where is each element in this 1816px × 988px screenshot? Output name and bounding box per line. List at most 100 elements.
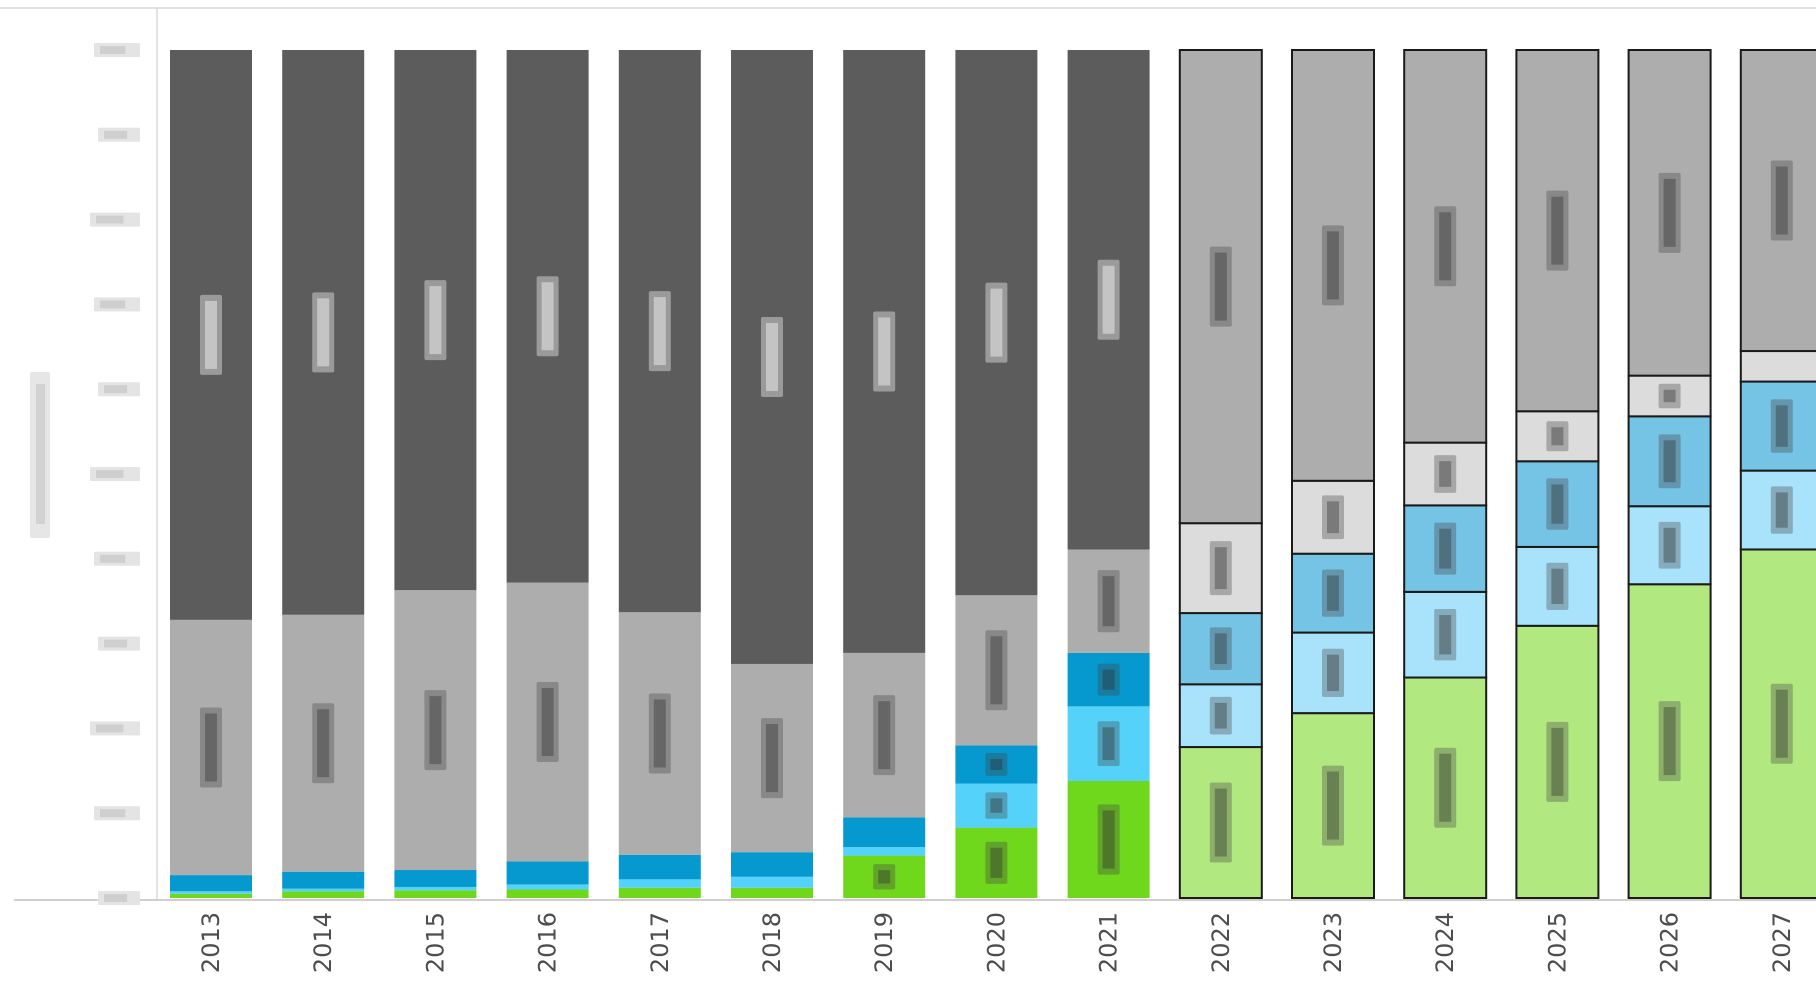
segment-label-blurred bbox=[1434, 455, 1457, 493]
segment-green-2027 bbox=[1739, 548, 1816, 899]
segment-label-blurred bbox=[1546, 421, 1569, 452]
bars bbox=[170, 49, 1816, 900]
x-tick-label-2020: 2020 bbox=[982, 912, 1010, 973]
segment-light-blue-2016 bbox=[506, 884, 589, 890]
segment-label-blurred-core bbox=[1214, 788, 1227, 857]
segment-label-blurred bbox=[985, 841, 1008, 884]
segment-label-blurred-core bbox=[990, 798, 1003, 813]
segment-label-blurred-core bbox=[429, 696, 442, 765]
segment-blue-2015 bbox=[394, 870, 477, 887]
segment-label-blurred-core bbox=[1439, 212, 1452, 281]
segment-light-gray-2024 bbox=[1403, 49, 1488, 444]
x-tick-label-2025: 2025 bbox=[1543, 912, 1571, 973]
segment-light-blue-2019 bbox=[843, 847, 926, 856]
segment-light-blue-2018 bbox=[731, 876, 813, 888]
segment-light-gray-2026 bbox=[1627, 49, 1712, 377]
x-tick-label-2016: 2016 bbox=[534, 912, 562, 973]
segment-label-blurred bbox=[1770, 399, 1793, 453]
segment-light-blue-2024 bbox=[1403, 590, 1488, 679]
segment-label-blurred bbox=[1770, 683, 1793, 764]
segment-green-2025 bbox=[1515, 624, 1600, 899]
segment-label-blurred bbox=[1209, 627, 1232, 671]
segment-light-blue-2017 bbox=[618, 879, 701, 888]
segment-label-blurred bbox=[1322, 569, 1344, 617]
y-tick-label-blurred-core bbox=[104, 130, 128, 139]
segment-label-blurred bbox=[873, 864, 896, 890]
segment-label-blurred bbox=[1434, 522, 1457, 575]
segment-green-2021 bbox=[1067, 780, 1150, 898]
x-tick-label-2021: 2021 bbox=[1095, 912, 1123, 973]
segment-label-blurred bbox=[1209, 541, 1232, 596]
segment-label-blurred bbox=[1097, 804, 1120, 875]
segment-green-2015 bbox=[394, 890, 477, 898]
segment-green-2017 bbox=[618, 887, 701, 898]
bar-2015 bbox=[394, 50, 477, 898]
segment-label-blurred bbox=[1434, 206, 1457, 287]
segment-label-blurred-core bbox=[1551, 484, 1564, 524]
segment-light-gray-2016 bbox=[506, 582, 589, 862]
segment-light-gray-2013 bbox=[170, 619, 252, 876]
segment-label-blurred-core bbox=[541, 688, 554, 757]
segment-label-blurred-core bbox=[1775, 405, 1788, 447]
segment-blue-2022 bbox=[1178, 612, 1263, 686]
segment-label-blurred-core bbox=[878, 317, 891, 386]
segment-blue-2018 bbox=[731, 852, 813, 877]
segment-label-blurred bbox=[1658, 434, 1681, 489]
segment-label-blurred-core bbox=[1775, 689, 1788, 758]
segment-label-blurred bbox=[985, 630, 1008, 711]
segment-green-2016 bbox=[506, 889, 589, 898]
segment-blue-2016 bbox=[506, 861, 589, 885]
segment-label-blurred-core bbox=[1551, 427, 1564, 446]
segment-label-blurred-core bbox=[1663, 440, 1676, 483]
segment-label-blurred-core bbox=[317, 709, 330, 778]
segment-label-blurred-core bbox=[990, 288, 1003, 357]
segment-light-gray-2014 bbox=[282, 614, 365, 872]
segment-label-blurred bbox=[1770, 160, 1793, 241]
segment-label-blurred bbox=[985, 752, 1008, 776]
segment-label-blurred-core bbox=[990, 636, 1003, 705]
segment-light-blue-2020 bbox=[955, 783, 1038, 828]
bar-2024 bbox=[1403, 49, 1488, 900]
segment-label-blurred bbox=[1097, 721, 1120, 767]
segment-label-blurred bbox=[1658, 701, 1681, 782]
segment-green-2024 bbox=[1403, 676, 1488, 900]
segment-label-blurred-core bbox=[1439, 615, 1452, 655]
segment-label-blurred-core bbox=[1102, 576, 1115, 627]
x-tick-label-2015: 2015 bbox=[421, 912, 449, 973]
y-tick-label-blurred-core bbox=[100, 809, 126, 818]
segment-label-blurred bbox=[1546, 478, 1569, 530]
segment-label-blurred-core bbox=[766, 724, 778, 793]
segment-label-blurred-core bbox=[205, 300, 217, 369]
bar-2021 bbox=[1067, 50, 1150, 898]
bar-2022 bbox=[1178, 49, 1263, 900]
segment-very-light-gray-2027 bbox=[1739, 350, 1816, 383]
y-axis bbox=[30, 43, 140, 905]
segment-light-blue-2025 bbox=[1515, 545, 1600, 627]
segment-label-blurred-core bbox=[1327, 575, 1339, 611]
segment-light-gray-2017 bbox=[618, 612, 701, 855]
segment-green-2014 bbox=[282, 891, 365, 898]
segment-green-2019 bbox=[843, 855, 926, 898]
y-tick-label-blurred-core bbox=[104, 894, 128, 902]
segment-light-blue-2021 bbox=[1067, 706, 1150, 781]
segment-label-blurred bbox=[1434, 609, 1457, 661]
segment-blue-2025 bbox=[1515, 460, 1600, 548]
segment-label-blurred-core bbox=[1663, 389, 1676, 403]
segment-light-gray-2027 bbox=[1739, 49, 1816, 353]
bar-2020 bbox=[955, 50, 1038, 898]
segment-label-blurred bbox=[761, 718, 783, 799]
bar-2014 bbox=[282, 50, 365, 898]
segment-label-blurred bbox=[1209, 246, 1232, 327]
segment-label-blurred bbox=[1658, 383, 1681, 409]
segment-label-blurred-core bbox=[1551, 196, 1564, 265]
segment-label-blurred-core bbox=[653, 297, 666, 366]
segment-label-blurred bbox=[985, 792, 1008, 819]
y-tick-label-blurred-core bbox=[96, 470, 124, 478]
segment-very-light-gray-2024 bbox=[1403, 441, 1488, 507]
segment-light-gray-2023 bbox=[1291, 49, 1375, 482]
segment-label-blurred bbox=[1546, 562, 1569, 611]
segment-label-blurred bbox=[1322, 225, 1344, 306]
segment-green-2026 bbox=[1627, 583, 1712, 899]
y-tick-label-blurred-core bbox=[96, 724, 124, 733]
